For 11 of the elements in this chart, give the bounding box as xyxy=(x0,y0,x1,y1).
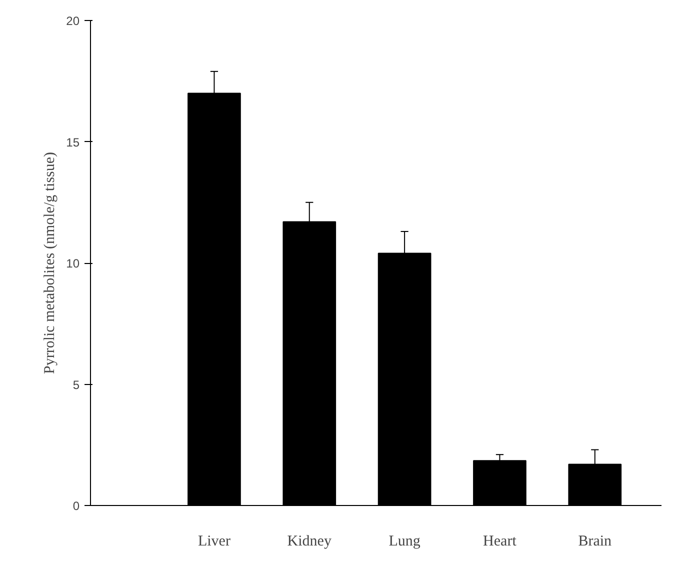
x-tick-label: Kidney xyxy=(287,534,332,550)
y-tick-label: 10 xyxy=(66,256,80,270)
y-tick-label: 0 xyxy=(72,499,80,513)
y-tick-label: 15 xyxy=(66,135,80,150)
x-tick-label: Heart xyxy=(483,534,518,550)
x-tick-label: Liver xyxy=(198,534,230,550)
y-tick-label: 5 xyxy=(72,378,80,392)
y-tick-label: 20 xyxy=(66,14,80,28)
x-tick-label: Brain xyxy=(578,534,612,550)
x-tick-label: Lung xyxy=(388,534,421,550)
y-axis-title: Pyrrolic metabolites (nmole/g tissue) xyxy=(42,152,58,374)
